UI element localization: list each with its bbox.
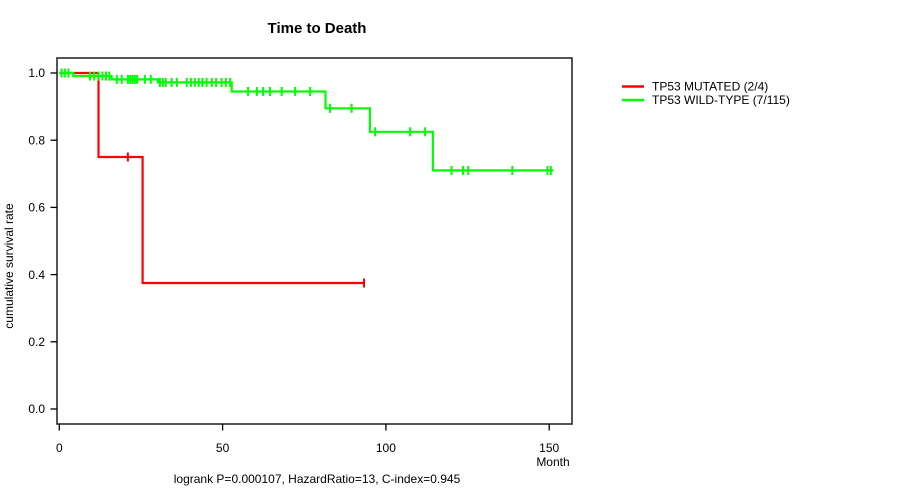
- x-tick-label: 50: [216, 441, 230, 455]
- y-tick-label: 0.6: [28, 201, 45, 215]
- stats-annotation: logrank P=0.000107, HazardRatio=13, C-in…: [174, 472, 461, 486]
- legend-label-tp53-mutated: TP53 MUTATED (2/4): [652, 80, 768, 94]
- x-tick-label: 100: [376, 441, 396, 455]
- legend: TP53 MUTATED (2/4)TP53 WILD-TYPE (7/115): [622, 80, 790, 107]
- chart-title: Time to Death: [268, 20, 367, 37]
- y-axis-title: cumulative survival rate: [2, 203, 16, 329]
- survival-curves: [59, 68, 554, 288]
- x-axis-ticks: 0 50 100 150: [56, 424, 560, 455]
- x-tick-label: 150: [539, 441, 559, 455]
- censor-ticks-tp53-mutated: [126, 152, 366, 288]
- y-axis-ticks: 0.0 0.2 0.4 0.6 0.8 1.0: [28, 66, 57, 416]
- plot-area: [56, 57, 573, 425]
- curve-tp53-mutated: [59, 71, 364, 285]
- y-tick-label: 1.0: [28, 66, 45, 80]
- x-axis-unit-label: Month: [536, 455, 569, 469]
- y-tick-label: 0.4: [28, 268, 45, 282]
- censor-ticks-tp53-wild-type: [60, 68, 552, 175]
- x-tick-label: 0: [56, 441, 63, 455]
- curve-tp53-wild-type: [59, 71, 554, 172]
- legend-label-tp53-wild-type: TP53 WILD-TYPE (7/115): [652, 93, 790, 107]
- y-tick-label: 0.8: [28, 133, 45, 147]
- legend-item-tp53-wild-type: TP53 WILD-TYPE (7/115): [622, 93, 790, 107]
- y-tick-label: 0.0: [28, 402, 45, 416]
- legend-item-tp53-mutated: TP53 MUTATED (2/4): [622, 80, 768, 94]
- y-tick-label: 0.2: [28, 335, 45, 349]
